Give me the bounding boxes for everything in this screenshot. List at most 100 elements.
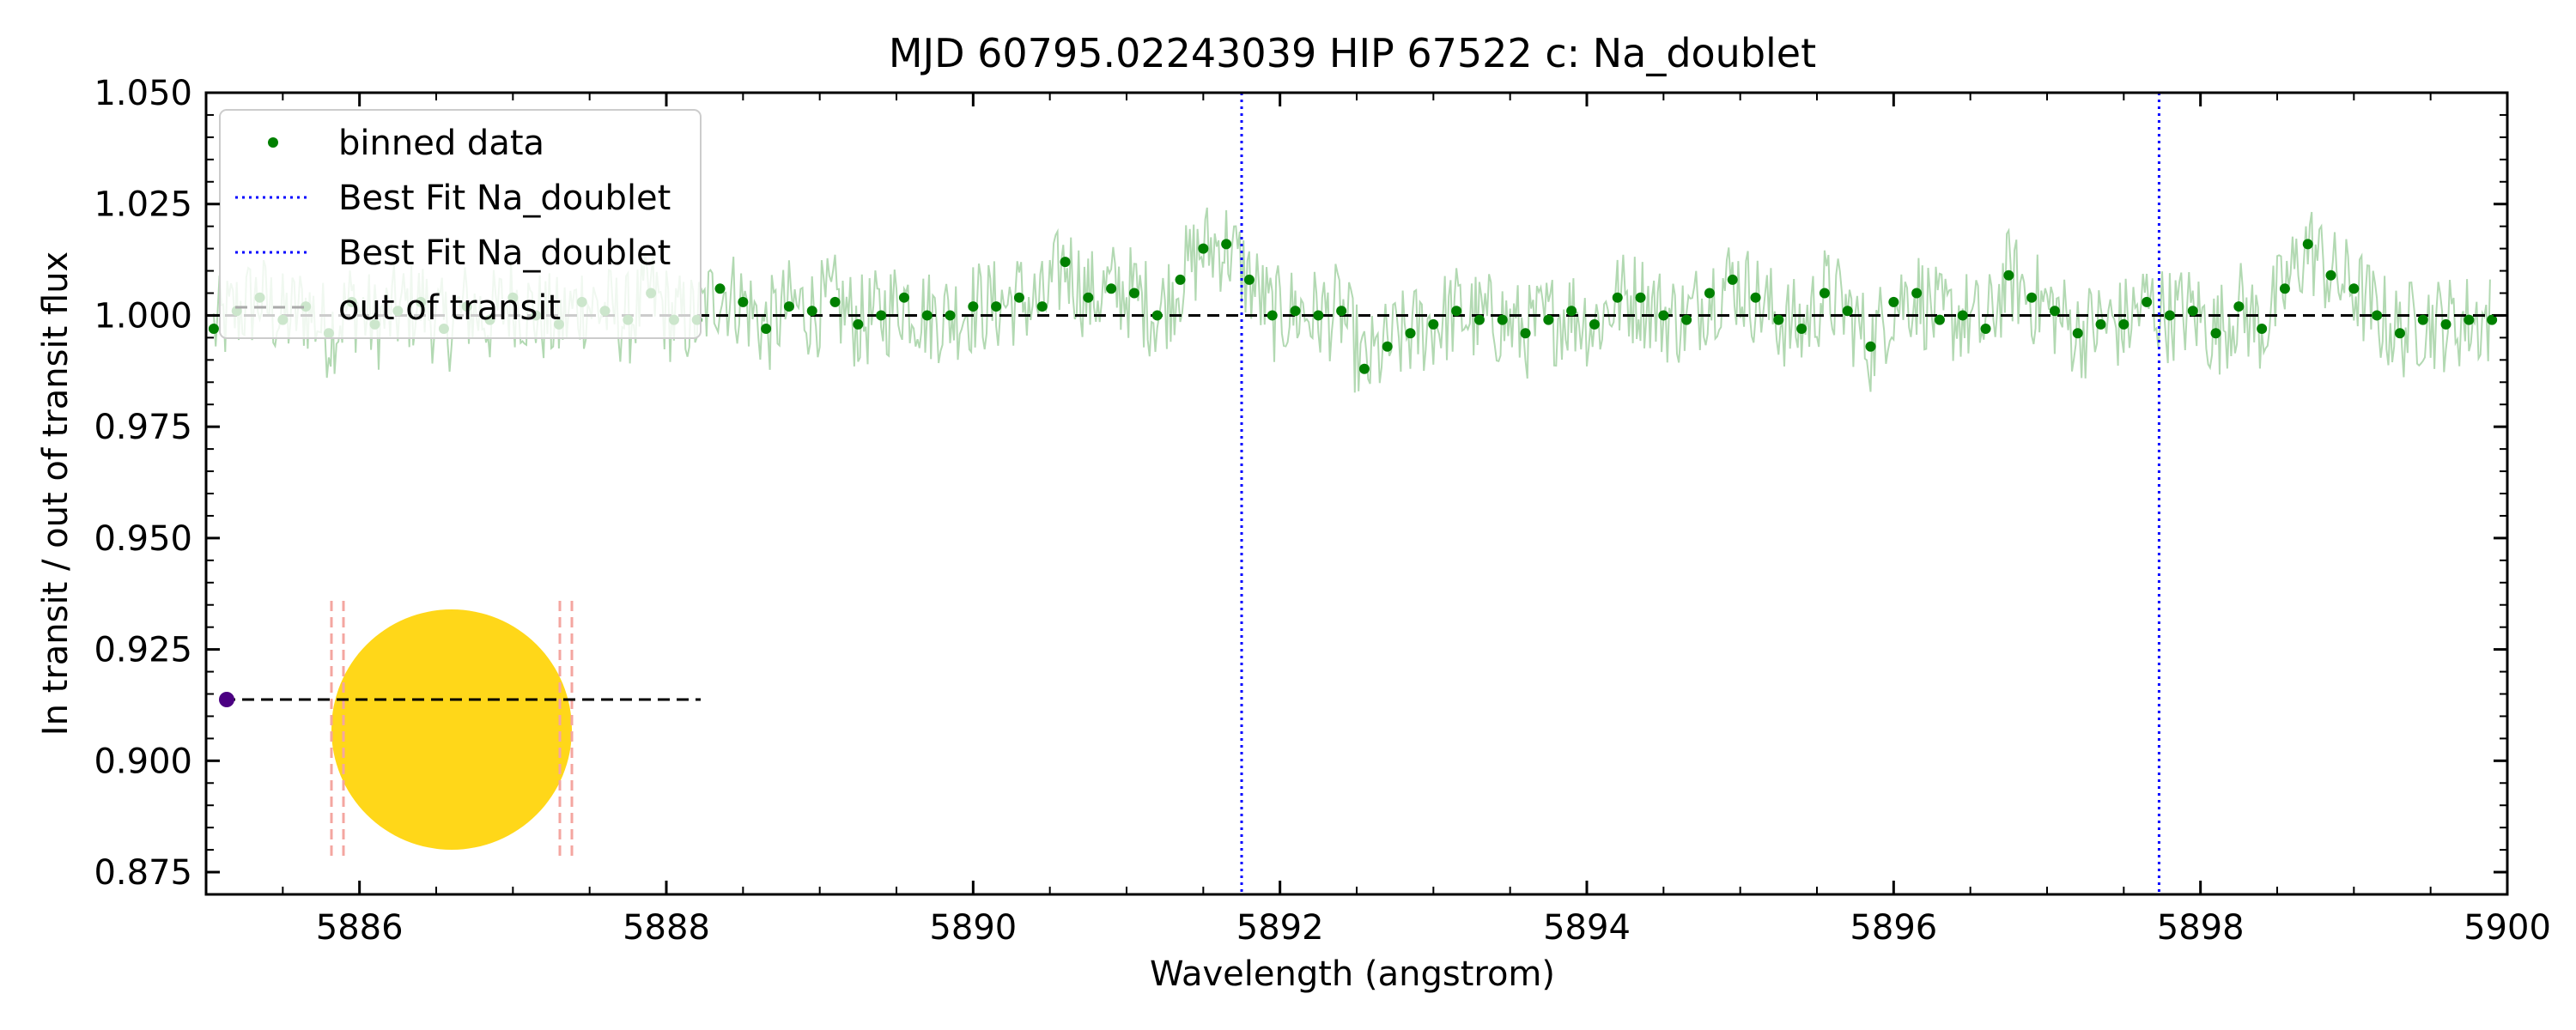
axes: 5886 5888 5890 5892 5894 5896 5898 5900 0.875 0.9…	[94, 74, 2550, 948]
binned-data-point	[1267, 310, 1278, 321]
chart-title: MJD 60795.02243039 HIP 67522 c: Na_doubl…	[889, 30, 1816, 76]
binned-data-point	[1520, 328, 1531, 339]
binned-data-point	[1405, 328, 1416, 339]
binned-data-point	[898, 292, 909, 303]
binned-data-point	[1773, 314, 1784, 325]
binned-data-point	[1819, 288, 1830, 299]
x-axis-label: Wavelength (angstrom)	[1150, 954, 1555, 994]
legend-label-2: Best Fit Na_doublet	[338, 179, 671, 218]
legend-label-4: out of transit	[338, 288, 561, 328]
binned-data-point	[2279, 283, 2290, 294]
y-tick-label: 0.925	[94, 631, 192, 670]
legend-marker-1	[268, 137, 278, 148]
transit-geometry-inset	[219, 601, 701, 860]
binned-data-point	[1151, 310, 1163, 321]
legend: binned data Best Fit Na_doublet Best Fit N…	[219, 109, 702, 339]
binned-data-point	[829, 296, 841, 307]
binned-data-point	[1980, 324, 1991, 335]
binned-data-point	[1313, 310, 1324, 321]
binned-data-point	[876, 310, 887, 321]
binned-data-point	[2142, 296, 2153, 307]
binned-data-point	[2325, 270, 2336, 281]
binned-data-point	[2417, 314, 2428, 325]
binned-data-point	[1727, 274, 1738, 285]
binned-data-point	[1911, 288, 1923, 299]
binned-data-point	[2049, 306, 2060, 317]
binned-data-point	[968, 301, 979, 312]
binned-data-point	[1796, 324, 1807, 335]
binned-data-point	[714, 283, 726, 294]
binned-data-point	[1106, 283, 1117, 294]
binned-data-point	[1221, 239, 1232, 250]
x-tick-label: 5890	[929, 908, 1017, 948]
x-tick-label: 5894	[1543, 908, 1631, 948]
binned-data-point	[1336, 306, 1347, 317]
binned-data-point	[1543, 314, 1554, 325]
binned-data-point	[1358, 363, 1370, 374]
binned-data-point	[738, 296, 749, 307]
x-tick-label: 5900	[2464, 908, 2551, 948]
binned-data-point	[945, 310, 956, 321]
binned-data-point	[1013, 292, 1024, 303]
binned-data-point	[853, 318, 864, 330]
binned-data-point	[1083, 292, 1094, 303]
y-tick-label: 1.000	[94, 296, 192, 336]
y-tick-label: 1.025	[94, 185, 192, 225]
y-tick-label: 1.050	[94, 74, 192, 113]
binned-data-point	[991, 301, 1002, 312]
binned-data-point	[1036, 301, 1048, 312]
binned-data-point	[1198, 243, 1209, 254]
binned-data-point	[1635, 292, 1646, 303]
binned-data-point	[1451, 306, 1462, 317]
binned-data-point	[1934, 314, 1945, 325]
x-tick-label: 5888	[623, 908, 710, 948]
binned-data-point	[1243, 274, 1255, 285]
binned-data-point	[1060, 257, 1071, 268]
best-fit-line-layer	[1240, 93, 2160, 894]
binned-data-point	[2003, 270, 2014, 281]
binned-data-point	[1428, 318, 1439, 330]
binned-data-point	[2187, 306, 2198, 317]
binned-data-point	[1750, 292, 1761, 303]
planet-marker	[219, 692, 234, 707]
binned-data-point	[921, 310, 933, 321]
binned-data-point	[1658, 310, 1669, 321]
binned-data-point	[1382, 341, 1393, 352]
binned-data-point	[2257, 324, 2268, 335]
binned-data-point	[2302, 239, 2313, 250]
x-tick-label: 5886	[316, 908, 404, 948]
x-tick-label: 5892	[1236, 908, 1324, 948]
binned-data-point	[1589, 318, 1600, 330]
binned-data-point	[1888, 296, 1899, 307]
binned-data-point	[2464, 314, 2475, 325]
binned-data-point	[1865, 341, 1876, 352]
legend-label-3: Best Fit Na_doublet	[338, 233, 671, 273]
binned-data-point	[1290, 306, 1301, 317]
binned-data-point	[1175, 274, 1186, 285]
y-tick-label: 0.975	[94, 408, 192, 447]
binned-data-point	[1473, 314, 1485, 325]
binned-data-point	[1842, 306, 1853, 317]
binned-data-point	[2095, 318, 2106, 330]
binned-data-point	[1612, 292, 1623, 303]
binned-data-point	[2210, 328, 2221, 339]
binned-data-point	[1681, 314, 1692, 325]
binned-data-point	[1704, 288, 1715, 299]
binned-data-point	[1128, 288, 1139, 299]
binned-data-point	[2348, 283, 2360, 294]
binned-data-point	[208, 324, 219, 335]
plot-area	[206, 93, 2507, 894]
y-axis-label: In transit / out of transit flux	[36, 251, 76, 736]
binned-data-point	[806, 306, 817, 317]
y-tick-label: 0.900	[94, 742, 192, 781]
binned-data-point	[2372, 310, 2383, 321]
binned-data-point	[2118, 318, 2129, 330]
binned-data-point	[783, 301, 794, 312]
legend-label-1: binned data	[338, 124, 544, 163]
x-tick-label: 5896	[1850, 908, 1937, 948]
binned-data-point	[1566, 306, 1577, 317]
binned-data-point	[761, 324, 772, 335]
binned-data-point	[2233, 301, 2245, 312]
binned-data-point	[2394, 328, 2405, 339]
